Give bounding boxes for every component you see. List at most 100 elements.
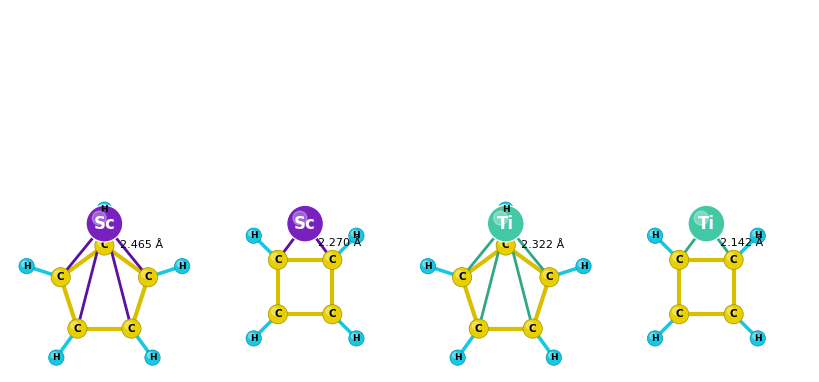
Circle shape [272,253,278,261]
Circle shape [293,211,307,225]
Text: C: C [676,309,683,319]
Circle shape [670,305,689,324]
Circle shape [500,204,506,210]
Circle shape [546,350,562,365]
Circle shape [138,268,158,287]
Circle shape [673,308,680,315]
Text: Ti: Ti [497,215,514,233]
Circle shape [52,353,57,358]
Text: 2.322 Å: 2.322 Å [521,241,564,251]
Circle shape [423,261,428,267]
Circle shape [323,250,342,269]
Text: H: H [424,262,432,271]
Circle shape [695,211,708,225]
Text: H: H [580,262,587,271]
Text: C: C [101,241,108,251]
Text: C: C [545,272,553,282]
Circle shape [272,308,278,315]
Circle shape [469,319,488,338]
Circle shape [326,308,333,315]
Text: H: H [179,262,186,271]
Circle shape [97,202,112,217]
Circle shape [349,228,364,243]
Circle shape [68,319,87,338]
Text: H: H [651,231,658,240]
Circle shape [753,230,758,236]
Circle shape [727,308,735,315]
Circle shape [450,350,465,365]
Circle shape [543,271,550,278]
Circle shape [673,253,680,261]
Circle shape [98,239,106,246]
Text: Ti: Ti [698,215,715,233]
Text: C: C [502,241,509,251]
Text: C: C [328,255,336,265]
Circle shape [95,236,114,255]
Text: 2.270 Å: 2.270 Å [319,238,361,248]
Circle shape [19,259,34,274]
Circle shape [496,236,515,255]
Text: C: C [328,309,336,319]
Circle shape [578,261,584,267]
Circle shape [650,333,656,339]
Circle shape [246,228,261,243]
Text: H: H [353,334,360,343]
Circle shape [549,353,554,358]
Circle shape [527,322,534,329]
Circle shape [540,268,559,287]
Circle shape [453,353,459,358]
Circle shape [269,250,287,269]
Circle shape [473,322,480,329]
Circle shape [86,205,123,242]
Text: C: C [274,309,282,319]
Circle shape [93,211,106,225]
Text: H: H [101,205,108,214]
Circle shape [523,319,542,338]
Circle shape [122,319,141,338]
Text: C: C [475,324,482,333]
Circle shape [323,305,342,324]
Circle shape [576,259,591,274]
Circle shape [498,202,514,217]
Circle shape [724,250,743,269]
Circle shape [99,204,105,210]
Circle shape [174,259,190,274]
Circle shape [246,331,261,346]
Text: H: H [52,353,60,362]
Circle shape [145,350,161,365]
Circle shape [326,253,333,261]
Circle shape [142,271,149,278]
Circle shape [724,305,743,324]
Text: C: C [730,255,737,265]
Circle shape [750,228,766,243]
Circle shape [494,211,508,225]
Circle shape [688,205,725,242]
Circle shape [487,205,524,242]
Text: H: H [250,231,257,240]
Circle shape [48,350,64,365]
Circle shape [351,230,357,236]
Circle shape [51,268,70,287]
Circle shape [54,271,61,278]
Circle shape [21,261,27,267]
Circle shape [420,259,436,274]
Text: C: C [128,324,135,333]
Text: C: C [274,255,282,265]
Text: 2.142 Å: 2.142 Å [720,238,762,248]
Circle shape [351,333,357,339]
Text: C: C [529,324,536,333]
Text: H: H [149,353,156,362]
Text: C: C [144,272,152,282]
Text: Sc: Sc [93,215,115,233]
Circle shape [727,253,735,261]
Text: H: H [754,334,762,343]
Text: C: C [74,324,81,333]
Text: C: C [459,272,466,282]
Circle shape [647,228,663,243]
Circle shape [269,305,287,324]
Text: H: H [651,334,658,343]
Circle shape [647,331,663,346]
Circle shape [753,333,758,339]
Text: Sc: Sc [294,215,316,233]
Circle shape [71,322,79,329]
